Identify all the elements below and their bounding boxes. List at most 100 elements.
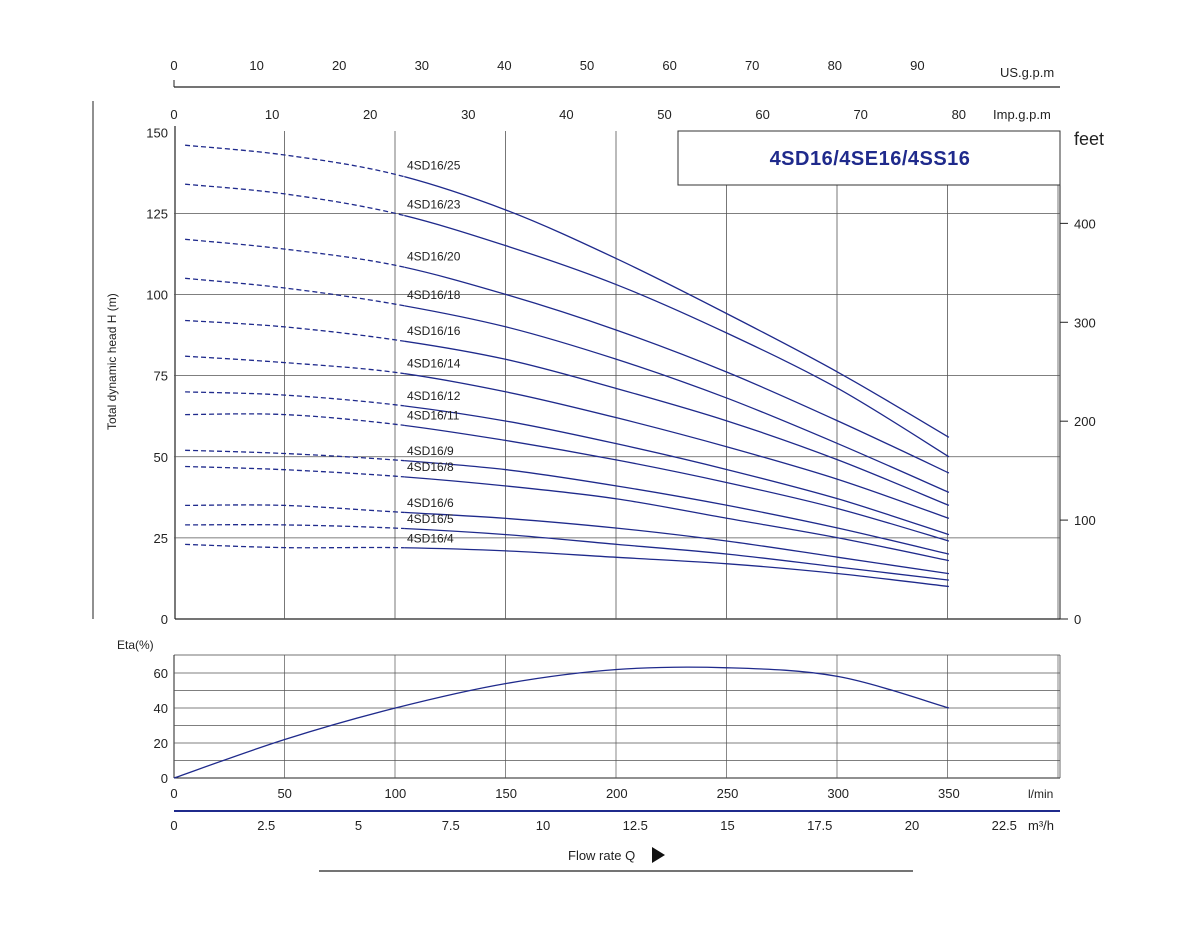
head-curve-dashed [185,238,405,268]
head-curve-solid [404,340,950,507]
head-curve-dashed [185,183,405,217]
curve-label: 4SD16/14 [407,356,461,370]
head-curve-dashed [185,144,405,178]
head-curve-solid [404,372,950,520]
us-gpm-axis: 0 10 20 30 40 50 60 70 80 90 US.g.p.m [170,58,1060,88]
head-y-tick-label: 0 [161,612,168,627]
imp-gpm-tick-label: 40 [559,107,573,122]
head-curve-solid [404,511,949,575]
imp-gpm-tick-label: 0 [170,107,177,122]
feet-tick-label: 400 [1074,216,1096,231]
lmin-tick-label: 300 [827,786,849,801]
eta-y-tick-label: 0 [161,771,168,786]
m3h-unit: m³/h [1028,818,1054,833]
us-gpm-tick-label: 90 [910,58,924,73]
feet-tick-label: 300 [1074,315,1096,330]
play-arrow-icon [652,847,665,863]
curve-label: 4SD16/6 [407,496,454,510]
curve-label: 4SD16/20 [407,249,461,263]
head-y-tick-label: 25 [154,531,168,546]
head-curve-solid [404,405,950,536]
head-y-tick-label: 75 [154,369,168,384]
curve-label: 4SD16/16 [407,324,461,338]
m3h-x-ticks: 0 2.5 5 7.5 10 12.5 15 17.5 20 22.5 [170,818,1017,833]
eta-y-tick-label: 60 [154,666,168,681]
head-curve-dashed [185,543,405,549]
head-curve-dashed [185,449,405,462]
head-curve-solid [404,176,950,438]
head-y-tick-label: 100 [146,288,168,303]
m3h-tick-label: 17.5 [807,818,832,833]
lmin-tick-label: 50 [277,786,291,801]
head-y-tick-label: 125 [146,206,168,221]
imp-gpm-tick-label: 80 [952,107,966,122]
flow-rate-label: Flow rate Q [568,848,635,863]
head-y-ticks: 0 25 50 75 100 125 150 [146,125,168,627]
m3h-tick-label: 20 [905,818,919,833]
curve-label: 4SD16/23 [407,197,461,211]
m3h-tick-label: 15 [720,818,734,833]
us-gpm-tick-label: 20 [332,58,346,73]
lmin-tick-label: 200 [606,786,628,801]
eta-line [173,666,950,779]
curve-label: 4SD16/8 [407,460,454,474]
curve-label: 4SD16/5 [407,512,454,526]
m3h-tick-label: 12.5 [623,818,648,833]
head-y-tick-label: 150 [146,125,168,140]
curve-label: 4SD16/11 [407,408,460,422]
eta-y-ticks: 0 20 40 60 [154,666,168,786]
m3h-tick-label: 7.5 [442,818,460,833]
head-curve-solid [404,214,950,458]
imp-gpm-tick-label: 30 [461,107,475,122]
feet-tick-label: 200 [1074,414,1096,429]
us-gpm-tick-label: 40 [497,58,511,73]
us-gpm-tick-label: 80 [828,58,842,73]
feet-y-ticks: 0 100 200 300 400 [1060,216,1096,627]
lmin-tick-label: 150 [495,786,517,801]
imp-gpm-tick-label: 70 [853,107,867,122]
head-curve-solid [404,459,950,555]
curve-label: 4SD16/18 [407,288,461,302]
eta-curve [173,666,950,779]
feet-tick-label: 0 [1074,612,1081,627]
imp-gpm-axis: 0 10 20 30 40 50 60 70 80 Imp.g.p.m [170,107,1050,122]
m3h-tick-label: 5 [355,818,362,833]
head-curve-solid [404,266,950,474]
chart-title: 4SD16/4SE16/4SS16 [770,148,971,170]
m3h-tick-label: 0 [170,818,177,833]
imp-gpm-tick-label: 20 [363,107,377,122]
us-gpm-unit: US.g.p.m [1000,65,1054,80]
head-curve-solid [404,547,949,588]
curve-label: 4SD16/25 [407,158,461,172]
m3h-tick-label: 2.5 [257,818,275,833]
imp-gpm-tick-label: 60 [755,107,769,122]
imp-gpm-tick-label: 50 [657,107,671,122]
head-curves: 4SD16/25 4SD16/23 4SD16/20 4SD16/18 4SD16/16… [185,144,950,588]
us-gpm-tick-label: 30 [415,58,429,73]
us-gpm-tick-label: 60 [662,58,676,73]
feet-unit-label: feet [1074,129,1104,149]
head-curve-dashed [185,465,405,478]
head-curve-solid [404,527,949,581]
eta-y-tick-label: 40 [154,701,168,716]
m3h-tick-label: 22.5 [992,818,1017,833]
head-curve-solid [404,305,950,493]
imp-gpm-tick-label: 10 [265,107,279,122]
head-y-tick-label: 50 [154,450,168,465]
head-curve-dashed [185,391,405,407]
head-curve-dashed [185,524,405,530]
curve-label: 4SD16/12 [407,389,461,403]
model-title-box: 4SD16/4SE16/4SS16 [677,130,1061,186]
lmin-tick-label: 100 [385,786,407,801]
us-gpm-tick-label: 70 [745,58,759,73]
head-curve-dashed [185,355,405,375]
lmin-unit: l/min [1028,787,1053,801]
lmin-tick-label: 0 [170,786,177,801]
us-gpm-tick-label: 0 [170,58,177,73]
curve-label: 4SD16/9 [407,444,454,458]
curve-label: 4SD16/4 [407,532,454,546]
lmin-tick-label: 250 [717,786,739,801]
us-gpm-tick-label: 10 [249,58,263,73]
eta-label: Eta(%) [117,638,154,652]
